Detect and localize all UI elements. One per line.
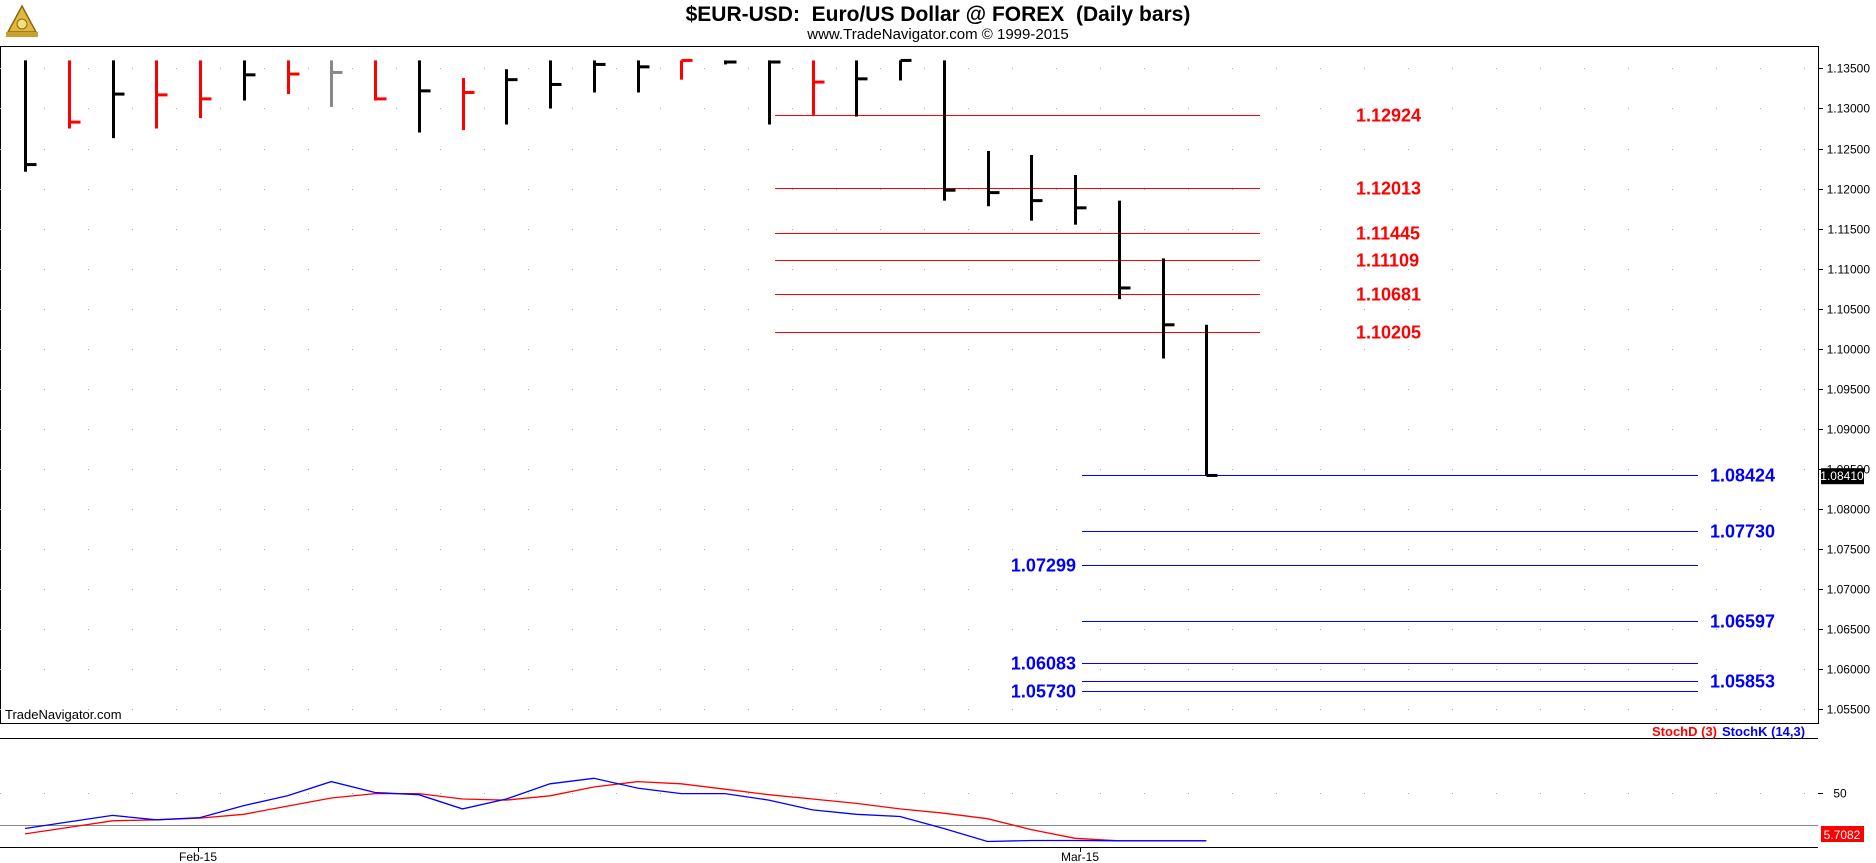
price-y-axis: 1.13500 1.13000 1.12500 1.12000 1.11500 1.110… [1818,62,1870,717]
legend-stoch-d: StochD (3) [1652,724,1717,739]
stochastic-lines [24,777,1207,843]
resistance-level-label: 1.11445 [1356,224,1420,244]
date-x-axis: Feb-15 Mar-15 [0,847,1818,863]
trade-navigator-logo-icon [2,2,42,42]
x-tick-label: Mar-15 [1061,850,1099,863]
price-tick-label: 1.05500 [1827,703,1871,717]
stochastic-last-value-label: 5.7082 [1824,828,1861,842]
price-tick-label: 1.12000 [1827,183,1871,197]
price-tick-label: 1.09500 [1827,383,1871,397]
price-tick-label: 1.10000 [1827,343,1871,357]
stoch-k-line [24,777,1207,843]
stochastic-y-axis: 50 [1818,787,1847,801]
support-level-label: 1.07730 [1710,522,1775,542]
support-level-label: 1.06083 [1011,654,1076,674]
support-level-label: 1.05853 [1710,672,1775,692]
resistance-level-label: 1.12924 [1356,106,1421,126]
support-level-label: 1.07299 [1011,556,1076,576]
resistance-level-label: 1.10205 [1356,323,1421,343]
copyright-text: www.TradeNavigator.com © 1999-2015 [807,26,1069,43]
watermark: TradeNavigator.com [5,707,122,722]
price-tick-label: 1.11500 [1828,223,1871,237]
price-tick-label: 1.06000 [1827,663,1871,677]
price-bars [24,58,1218,477]
stochastic-tick-label: 50 [1833,787,1847,801]
stoch-d-line [24,780,1207,842]
chart-title: $EUR-USD: Euro/US Dollar @ FOREX (Daily … [685,3,1191,26]
support-level-label: 1.05730 [1011,682,1076,702]
support-level-label: 1.06597 [1710,612,1775,632]
price-tick-label: 1.13500 [1827,62,1871,76]
price-tick-label: 1.09000 [1827,423,1871,437]
price-tick-label: 1.10500 [1827,303,1871,317]
stochastic-last-value-marker: 5.7082 [1821,826,1864,842]
price-tick-label: 1.07500 [1827,543,1871,557]
last-price-marker: 1.08410 [1820,468,1864,485]
resistance-level-label: 1.11109 [1356,251,1419,271]
stochastic-grid [0,793,1818,826]
resistance-level-label: 1.12013 [1356,179,1421,199]
resistance-level-label: 1.10681 [1356,285,1421,305]
price-tick-label: 1.07000 [1827,583,1871,597]
last-price-label: 1.08410 [1820,469,1864,483]
price-tick-label: 1.11000 [1828,263,1871,277]
price-grid [0,68,1818,710]
price-panel-frame [0,46,1819,739]
price-tick-label: 1.06500 [1827,623,1871,637]
price-tick-label: 1.12500 [1827,143,1871,157]
price-tick-label: 1.13000 [1827,102,1871,116]
fibonacci-levels: 1.12924 1.12013 1.11445 1.11109 1.10681 1.102… [775,106,1775,702]
legend-stoch-k: StochK (14,3) [1722,724,1806,739]
support-level-label: 1.08424 [1710,466,1775,486]
x-tick-label: Feb-15 [179,850,217,863]
price-tick-label: 1.08000 [1827,503,1871,517]
